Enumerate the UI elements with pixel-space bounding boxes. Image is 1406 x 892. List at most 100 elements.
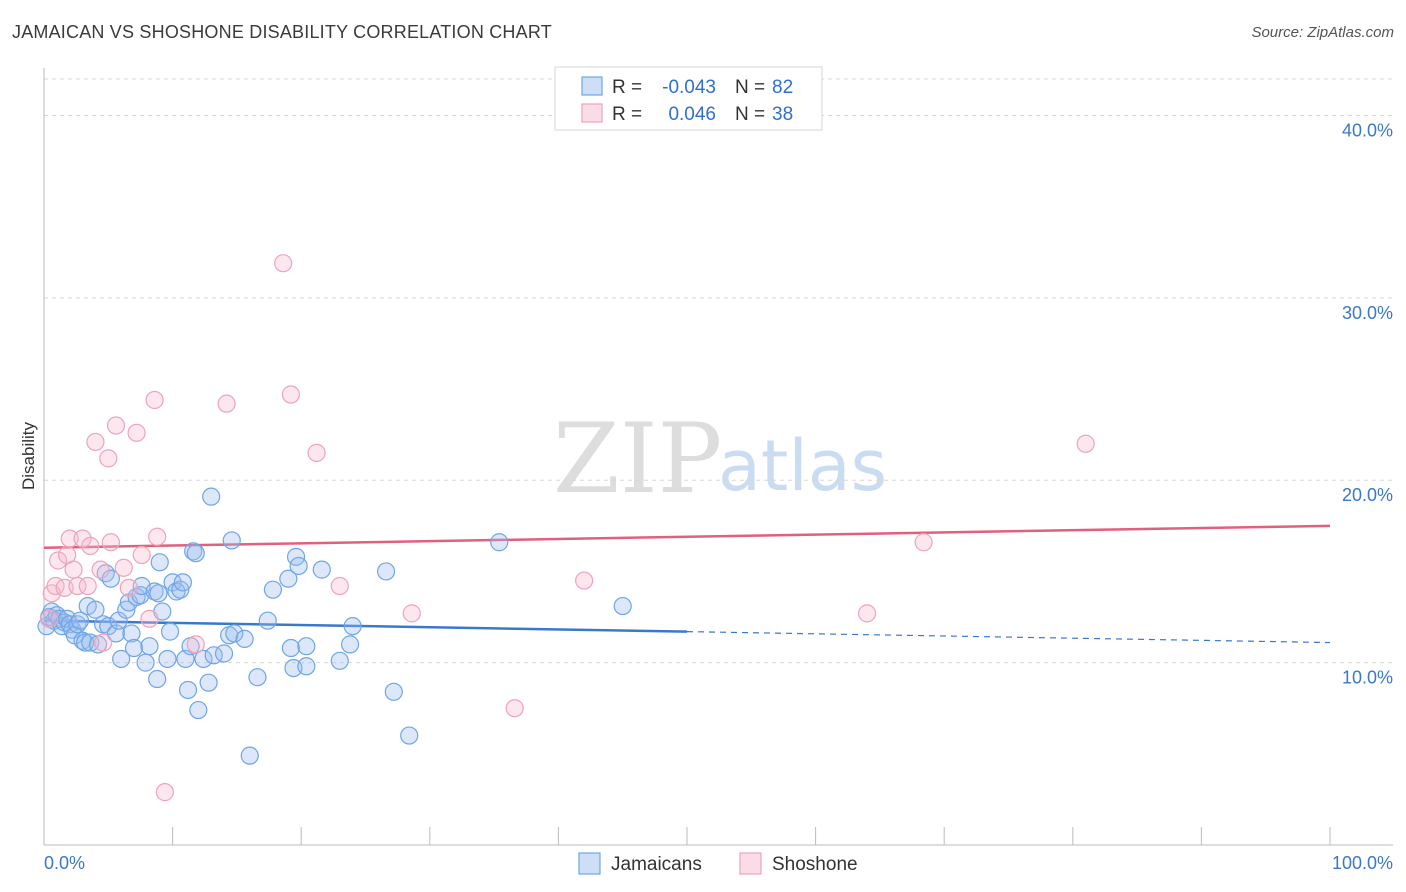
shoshone-trend-line [43,524,1331,549]
y-axis-label: Disability [19,421,38,490]
shoshone-point-28 [274,254,293,273]
jamaican-point-29 [122,624,141,643]
shoshone-point-20 [127,423,146,442]
shoshone-point-6 [60,529,79,548]
jamaican-point-80 [490,533,509,552]
jamaican-point-79 [400,726,419,745]
legend-n-value-1: 82 [772,77,793,98]
jamaican-point-45 [171,580,190,599]
jamaican-point-50 [184,542,203,561]
jamaican-point-81 [613,596,632,616]
shoshone-point-35 [857,604,877,623]
legend-n-label-1: N = [735,77,765,98]
jamaican-point-54 [199,673,218,692]
jamaican-point-52 [189,700,208,720]
series-legend-swatch-shoshone [739,852,762,875]
series-legend: Jamaicans Shoshone [578,852,858,875]
jamaican-point-74 [330,651,349,670]
jamaican-point-13 [70,611,90,630]
shoshone-point-19 [119,578,138,597]
legend-n-label-2: N = [735,104,765,125]
shoshone-point-34 [575,571,594,590]
jamaican-point-22 [99,617,118,636]
y-tick-label-20: 20.0% [1342,485,1393,505]
jamaican-point-38 [149,584,168,603]
shoshone-point-23 [145,390,164,410]
jamaican-point-37 [148,669,167,689]
data-points [37,254,1095,802]
jamaican-point-75 [340,635,360,654]
series-legend-swatch-jamaicans [578,852,601,875]
watermark-zip: ZIP [553,403,722,515]
jamaican-point-72 [297,657,316,676]
jamaican-point-55 [202,487,221,506]
y-tick-label-30: 30.0% [1342,303,1393,323]
shoshone-point-10 [78,576,97,596]
jamaican-point-57 [214,644,234,663]
shoshone-point-7 [64,560,83,579]
legend-swatch-blue [581,76,603,96]
shoshone-point-3 [49,551,68,570]
shoshone-point-21 [132,545,151,565]
shoshone-point-33 [505,699,524,718]
x-tick-label-max: 100.0% [1332,853,1393,873]
jamaican-point-23 [101,569,120,588]
jamaican-point-71 [297,637,316,656]
shoshone-point-14 [94,633,113,652]
legend-r-value-1: -0.043 [662,77,716,98]
shoshone-point-8 [68,576,87,596]
jamaican-point-18 [86,600,105,619]
jamaican-point-48 [178,680,198,700]
jamaican-point-65 [263,580,283,599]
shoshone-point-9 [73,529,92,548]
chart-source: Source: ZipAtlas.com [1251,24,1394,41]
trend-lines [43,524,1331,644]
x-tick-label-min: 0.0% [44,853,85,873]
series-legend-label-shoshone: Shoshone [772,854,858,875]
axes [43,68,1393,846]
jamaican-point-51 [186,544,205,563]
stats-legend: R = -0.043 N = 82 R = 0.046 N = 38 [554,66,823,131]
jamaican-point-78 [384,682,403,701]
shoshone-point-30 [307,443,326,462]
jamaican-point-77 [376,562,396,581]
grid-lines [44,78,1393,664]
legend-r-label-2: R = [612,104,642,125]
shoshone-point-25 [155,783,174,802]
shoshone-point-29 [281,385,301,404]
shoshone-point-12 [86,432,105,452]
jamaican-point-42 [160,622,180,641]
jamaican-point-59 [222,531,241,550]
jamaican-point-70 [289,556,308,576]
jamaican-point-30 [124,638,144,658]
shoshone-point-16 [101,533,120,552]
jamaican-point-39 [150,553,169,572]
watermark-atlas: atlas [718,425,887,507]
jamaican-point-60 [225,624,244,643]
jamaican-point-43 [163,573,182,592]
jamaican-point-53 [194,649,213,669]
shoshone-point-15 [99,449,118,468]
jamaican-point-61 [235,629,254,649]
shoshone-point-18 [114,558,133,577]
jamaican-trend-line-extension [686,631,1331,644]
jamaican-point-66 [279,569,298,588]
jamaican-point-62 [240,746,259,765]
shoshone-point-13 [91,560,110,579]
legend-r-value-2: 0.046 [668,104,716,125]
shoshone-point-0 [40,609,59,628]
shoshone-point-2 [46,576,65,596]
jamaican-point-76 [343,617,362,636]
shoshone-point-24 [148,527,167,546]
jamaican-point-41 [158,649,177,669]
legend-r-label-1: R = [612,77,642,98]
shoshone-point-11 [81,536,100,555]
jamaican-point-34 [136,653,155,672]
legend-n-value-2: 38 [772,104,793,125]
shoshone-point-36 [914,533,933,552]
chart-title: JAMAICAN VS SHOSHONE DISABILITY CORRELAT… [12,22,552,42]
jamaican-point-35 [140,637,159,656]
jamaican-point-63 [248,668,267,687]
shoshone-point-32 [402,604,421,623]
